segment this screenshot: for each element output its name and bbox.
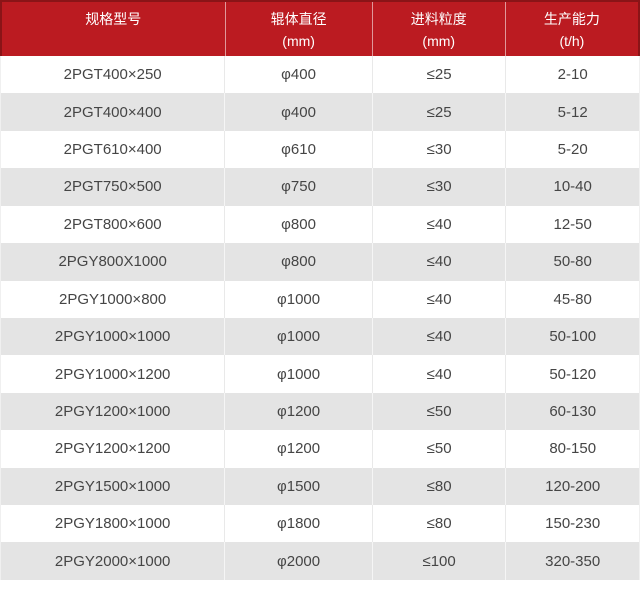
cell-feed-size: ≤40 xyxy=(373,355,507,393)
cell-roller-diameter: φ2000 xyxy=(225,542,373,580)
cell-capacity: 60-130 xyxy=(549,403,597,420)
cell-spec-model: 2PGT800×600 xyxy=(1,205,226,244)
cell-capacity: 10-40 xyxy=(553,178,592,196)
col-header-line1: 规格型号 xyxy=(85,11,142,27)
col-header-line1: 生产能力 xyxy=(543,11,600,27)
table-row: 2PGT610×400 φ610 ≤30 5-20 xyxy=(1,130,639,169)
col-header-line1: 辊体直径 xyxy=(270,11,327,27)
cell-feed-size: ≤40 xyxy=(373,205,507,244)
cell-capacity: 2-10 xyxy=(557,66,588,84)
col-header-line2: (t/h) xyxy=(559,33,585,49)
cell-spec-model: 2PGY1000×1000 xyxy=(1,317,226,356)
cell-roller-diameter: φ400 xyxy=(225,56,373,94)
cell-roller-diameter: φ1000 xyxy=(225,355,373,393)
cell-capacity: 5-20 xyxy=(557,141,588,159)
cell-roller-diameter: φ800 xyxy=(225,243,373,281)
cell-spec-model: 2PGY1200×1000 xyxy=(1,392,226,431)
cell-spec-model: 2PGY1500×1000 xyxy=(1,467,226,506)
table-row: 2PGY1000×1000 φ1000 ≤40 50-100 xyxy=(1,317,639,356)
cell-feed-size: ≤40 xyxy=(373,280,507,318)
table-row: 2PGT800×600 φ800 ≤40 12-50 xyxy=(1,205,639,244)
cell-feed-size: ≤40 xyxy=(373,243,507,281)
col-header-spec-model: 规格型号 xyxy=(2,2,226,56)
cell-roller-diameter: φ1000 xyxy=(225,280,373,318)
col-header-roller-diameter: 辊体直径 (mm) xyxy=(226,2,373,56)
table-row: 2PGT750×500 φ750 ≤30 10-40 xyxy=(1,168,639,206)
table-row: 2PGY1500×1000 φ1500 ≤80 120-200 xyxy=(1,467,639,506)
cell-capacity: 120-200 xyxy=(545,477,601,495)
col-header-line1: 进料粒度 xyxy=(410,11,467,27)
table-row: 2PGY1200×1200 φ1200 ≤50 80-150 xyxy=(1,430,639,468)
cell-capacity: 45-80 xyxy=(553,290,592,308)
cell-capacity: 150-230 xyxy=(545,515,601,533)
cell-feed-size: ≤80 xyxy=(373,467,507,506)
cell-roller-diameter: φ1200 xyxy=(225,430,373,468)
cell-roller-diameter: φ1500 xyxy=(225,467,373,506)
col-header-capacity: 生产能力 (t/h) xyxy=(506,2,638,56)
cell-roller-diameter: φ1800 xyxy=(225,505,373,543)
cell-feed-size: ≤80 xyxy=(373,505,507,543)
table-row: 2PGT400×400 φ400 ≤25 5-12 xyxy=(1,93,639,131)
cell-roller-diameter: φ800 xyxy=(225,205,373,244)
table-body: 2PGT400×250 φ400 ≤25 2-10 2PGT400×400 φ400 ≤25… xyxy=(0,56,640,580)
cell-feed-size: ≤50 xyxy=(373,430,507,468)
cell-spec-model: 2PGY1000×800 xyxy=(1,280,226,318)
table-row: 2PGY800X1000 φ800 ≤40 50-80 xyxy=(1,243,639,281)
table-row: 2PGT400×250 φ400 ≤25 2-10 xyxy=(1,56,639,94)
cell-capacity: 5-12 xyxy=(557,103,588,121)
cell-capacity: 50-100 xyxy=(549,328,597,346)
cell-roller-diameter: φ1000 xyxy=(225,317,373,356)
cell-feed-size: ≤100 xyxy=(373,542,507,580)
col-header-line2: (mm) xyxy=(282,33,315,49)
cell-capacity: 50-120 xyxy=(549,365,597,383)
cell-spec-model: 2PGY800X1000 xyxy=(1,243,226,281)
cell-spec-model: 2PGT750×500 xyxy=(1,168,226,206)
cell-spec-model: 2PGT610×400 xyxy=(1,130,226,169)
table-row: 2PGY2000×1000 φ2000 ≤100 320-350 xyxy=(1,542,639,580)
cell-spec-model: 2PGY1800×1000 xyxy=(1,505,226,543)
cell-roller-diameter: φ400 xyxy=(225,93,373,131)
cell-capacity: 80-150 xyxy=(549,440,597,458)
cell-spec-model: 2PGT400×400 xyxy=(1,93,226,131)
col-header-line2: (mm) xyxy=(422,33,456,49)
cell-feed-size: ≤50 xyxy=(373,392,507,431)
table-row: 2PGY1000×1200 φ1000 ≤40 50-120 xyxy=(1,355,639,393)
cell-feed-size: ≤30 xyxy=(373,168,507,206)
cell-feed-size: ≤25 xyxy=(373,56,507,94)
cell-capacity: 50-80 xyxy=(553,253,592,271)
cell-spec-model: 2PGT400×250 xyxy=(1,56,226,94)
table-row: 2PGY1200×1000 φ1200 ≤50 60-130 xyxy=(1,392,639,431)
cell-feed-size: ≤25 xyxy=(373,93,507,131)
table-row: 2PGY1000×800 φ1000 ≤40 45-80 xyxy=(1,280,639,318)
cell-feed-size: ≤30 xyxy=(373,130,507,169)
table-row: 2PGY1800×1000 φ1800 ≤80 150-230 xyxy=(1,505,639,543)
table-header: 规格型号 辊体直径 (mm) 进料粒度 (mm) 生产能力 (t/h) xyxy=(0,0,640,56)
cell-capacity: 12-50 xyxy=(553,215,592,233)
cell-spec-model: 2PGY2000×1000 xyxy=(1,542,226,580)
cell-spec-model: 2PGY1000×1200 xyxy=(1,355,226,393)
cell-capacity: 320-350 xyxy=(545,552,601,570)
cell-feed-size: ≤40 xyxy=(373,317,507,356)
cell-roller-diameter: φ1200 xyxy=(225,392,373,431)
col-header-feed-size: 进料粒度 (mm) xyxy=(373,2,506,56)
cell-roller-diameter: φ610 xyxy=(225,130,373,169)
cell-roller-diameter: φ750 xyxy=(225,168,373,206)
cell-spec-model: 2PGY1200×1200 xyxy=(1,430,226,468)
